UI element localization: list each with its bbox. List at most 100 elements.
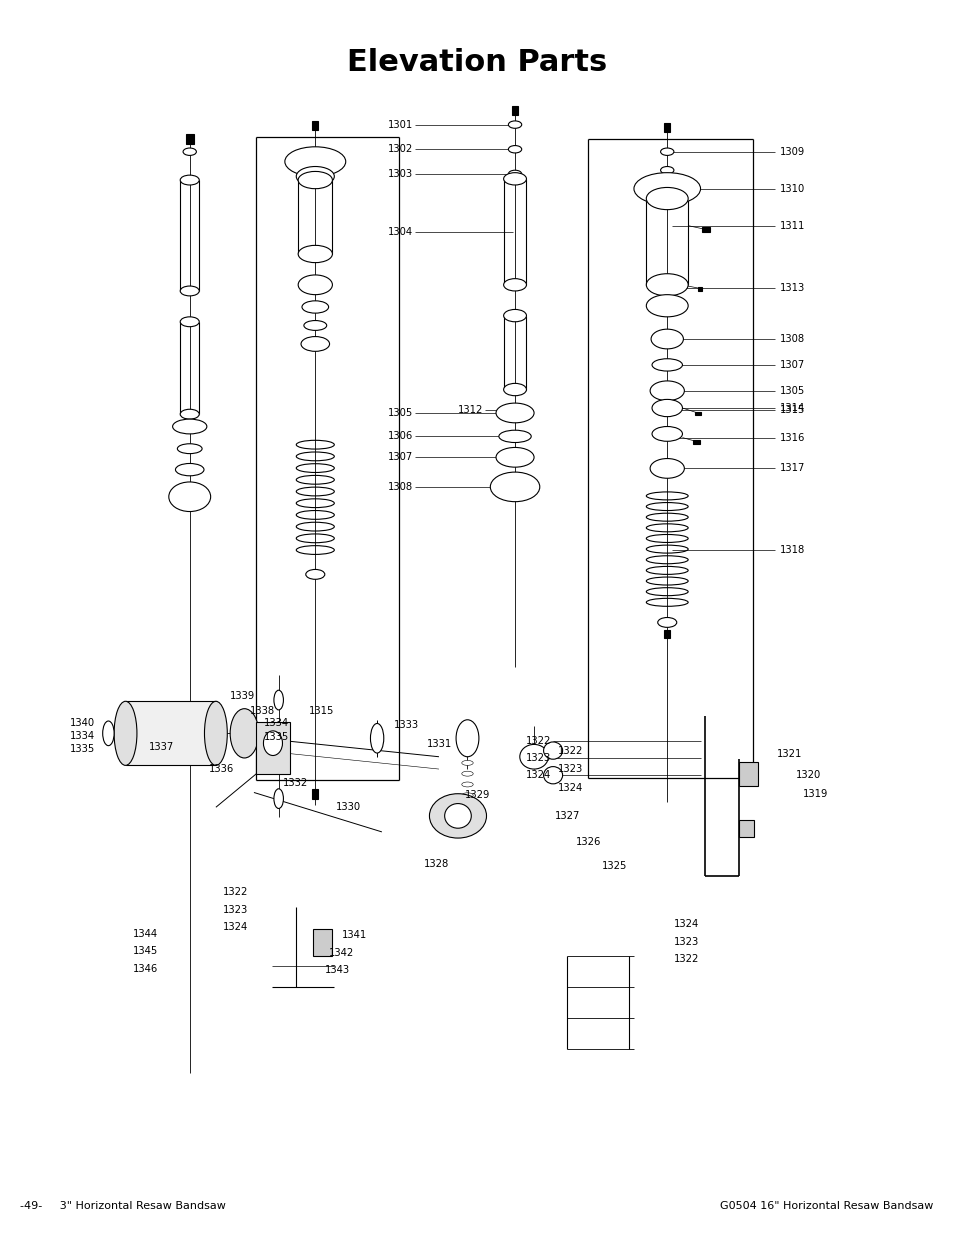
Ellipse shape — [302, 301, 328, 314]
Text: 1316: 1316 — [779, 432, 804, 442]
Text: 1327: 1327 — [555, 811, 579, 821]
Bar — [692, 440, 699, 443]
Ellipse shape — [508, 121, 521, 128]
Ellipse shape — [496, 447, 534, 467]
Text: 1334: 1334 — [264, 719, 289, 729]
Text: 1308: 1308 — [388, 482, 413, 492]
Text: 1334: 1334 — [70, 731, 95, 741]
Ellipse shape — [370, 724, 383, 753]
Text: 1321: 1321 — [776, 750, 801, 760]
Text: 1328: 1328 — [423, 860, 449, 869]
Ellipse shape — [444, 804, 471, 829]
Text: 1315: 1315 — [309, 706, 334, 716]
Text: 1304: 1304 — [388, 227, 413, 237]
Text: G0504 16" Horizontal Resaw Bandsaw: G0504 16" Horizontal Resaw Bandsaw — [720, 1202, 933, 1212]
Ellipse shape — [301, 337, 329, 351]
Ellipse shape — [498, 430, 531, 442]
Ellipse shape — [650, 330, 682, 348]
Ellipse shape — [263, 731, 282, 756]
Bar — [255, 722, 290, 774]
Text: 1346: 1346 — [132, 963, 158, 973]
Ellipse shape — [503, 173, 526, 185]
Ellipse shape — [296, 167, 334, 186]
Text: 1339: 1339 — [230, 692, 254, 701]
Ellipse shape — [114, 701, 137, 766]
Text: 1307: 1307 — [388, 452, 413, 462]
Ellipse shape — [649, 458, 683, 478]
Ellipse shape — [496, 403, 534, 422]
Text: 1310: 1310 — [779, 184, 804, 194]
Text: 1306: 1306 — [388, 431, 413, 441]
Text: 1319: 1319 — [802, 789, 828, 799]
Text: -49-     3" Horizontal Resaw Bandsaw: -49- 3" Horizontal Resaw Bandsaw — [20, 1202, 226, 1212]
Ellipse shape — [519, 745, 548, 769]
Ellipse shape — [298, 172, 332, 189]
Ellipse shape — [490, 472, 539, 501]
Text: 1338: 1338 — [250, 706, 274, 716]
Text: 1322: 1322 — [673, 953, 699, 963]
Bar — [663, 630, 669, 638]
Ellipse shape — [503, 383, 526, 395]
Ellipse shape — [177, 443, 202, 453]
Text: 1313: 1313 — [779, 284, 804, 294]
Ellipse shape — [659, 148, 673, 156]
Bar — [697, 288, 701, 291]
Ellipse shape — [508, 170, 521, 178]
Text: 1314: 1314 — [779, 403, 804, 412]
Ellipse shape — [169, 482, 211, 511]
Text: 1322: 1322 — [525, 736, 551, 746]
Ellipse shape — [230, 709, 258, 758]
Ellipse shape — [508, 146, 521, 153]
Bar — [126, 701, 215, 766]
Ellipse shape — [204, 701, 227, 766]
Bar — [663, 124, 669, 132]
Text: 1329: 1329 — [464, 790, 490, 800]
Text: 1332: 1332 — [283, 778, 308, 788]
Ellipse shape — [503, 279, 526, 291]
Text: 1302: 1302 — [388, 144, 413, 154]
Ellipse shape — [180, 317, 199, 327]
Text: 1318: 1318 — [779, 545, 804, 555]
Ellipse shape — [461, 782, 473, 787]
Ellipse shape — [461, 793, 473, 798]
Ellipse shape — [180, 409, 199, 419]
Text: 1320: 1320 — [795, 771, 820, 781]
Ellipse shape — [103, 721, 114, 746]
Ellipse shape — [657, 618, 676, 627]
Ellipse shape — [659, 167, 673, 174]
Text: 1335: 1335 — [264, 732, 289, 742]
Bar — [701, 227, 709, 232]
Ellipse shape — [180, 287, 199, 296]
Text: 1330: 1330 — [335, 803, 361, 813]
Ellipse shape — [304, 321, 326, 331]
Text: 1336: 1336 — [209, 764, 233, 774]
Ellipse shape — [298, 275, 332, 295]
Bar — [512, 106, 517, 115]
Text: 1322: 1322 — [223, 887, 248, 898]
Ellipse shape — [461, 804, 473, 809]
Text: 1307: 1307 — [779, 359, 804, 370]
Ellipse shape — [306, 569, 324, 579]
Ellipse shape — [274, 789, 283, 809]
Text: 1324: 1324 — [223, 921, 248, 931]
Text: Elevation Parts: Elevation Parts — [347, 48, 606, 78]
Text: 1324: 1324 — [558, 783, 582, 793]
Bar — [186, 135, 193, 144]
Text: 1340: 1340 — [70, 719, 95, 729]
Text: 1323: 1323 — [525, 753, 551, 763]
Bar — [313, 121, 317, 130]
Ellipse shape — [651, 426, 681, 441]
Bar — [738, 762, 757, 787]
Ellipse shape — [429, 794, 486, 839]
Ellipse shape — [645, 188, 687, 210]
Ellipse shape — [180, 175, 199, 185]
Ellipse shape — [456, 720, 478, 757]
Text: 1317: 1317 — [779, 463, 804, 473]
Text: 1315: 1315 — [779, 405, 804, 415]
Ellipse shape — [649, 380, 683, 400]
Ellipse shape — [645, 274, 687, 296]
Bar — [314, 929, 332, 956]
Bar — [738, 820, 753, 837]
Text: 1322: 1322 — [558, 746, 582, 756]
Text: 1343: 1343 — [324, 965, 350, 974]
